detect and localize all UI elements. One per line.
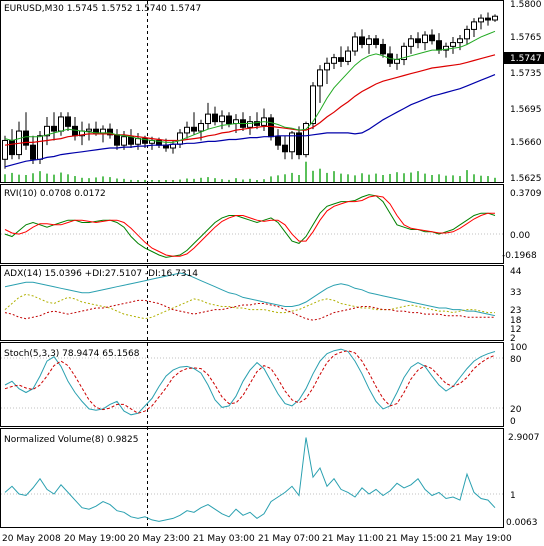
adx-label-18: 18	[510, 316, 522, 326]
ma-green-line	[4, 30, 496, 143]
candle	[219, 110, 225, 130]
volume-histogram	[4, 161, 496, 182]
candle	[282, 135, 288, 160]
candle	[191, 112, 197, 135]
candle	[359, 29, 365, 49]
normalized-volume-line	[4, 437, 496, 522]
time-label-1: 20 May 2008	[2, 534, 61, 544]
time-label-2: 20 May 19:00	[64, 534, 126, 544]
time-label-6: 21 May 11:00	[322, 534, 384, 544]
panes	[0, 0, 504, 528]
candle	[464, 25, 470, 45]
candle	[23, 112, 29, 150]
stoch-title: Stoch(5,3,3) 78.9474 65.1568	[4, 349, 140, 359]
time-label-5: 21 May 07:00	[258, 534, 320, 544]
rvi-title: RVI(10) 0.0708 0.0172	[4, 189, 106, 199]
price-label-1: 1.5800	[510, 0, 542, 10]
adx-line	[4, 272, 496, 317]
price-label-3: 1.5735	[510, 69, 542, 79]
candle	[380, 38, 386, 58]
candle	[443, 42, 449, 58]
adx-label-23: 23	[510, 306, 521, 316]
candle	[275, 129, 281, 150]
volume-title: Normalized Volume(8) 0.9825	[4, 435, 138, 445]
rvi-label-min: -0.1968	[502, 251, 537, 261]
stoch-label-100: 100	[510, 343, 527, 353]
candle	[478, 14, 484, 30]
volume-label-max: 2.9007	[508, 433, 540, 443]
price-label-5: 1.5660	[510, 138, 542, 148]
stoch-label-20: 20	[510, 405, 522, 415]
candle	[205, 102, 211, 130]
time-label-3: 20 May 23:00	[128, 534, 190, 544]
ma-blue-line	[4, 74, 496, 168]
volume-label-min: 0.0063	[506, 518, 538, 528]
time-label-4: 21 May 03:00	[193, 534, 255, 544]
volume-label-1: 1	[510, 491, 516, 501]
adx-pane[interactable]	[0, 265, 504, 341]
candle	[415, 32, 421, 49]
candle	[345, 46, 351, 66]
plus-di-line	[4, 293, 495, 320]
candle	[429, 29, 435, 45]
ma-red-line	[4, 54, 496, 146]
candle	[408, 35, 414, 54]
current-price-label: 1.5747	[510, 54, 542, 64]
candle	[65, 112, 71, 132]
candle	[373, 35, 379, 49]
minus-di-line	[4, 299, 495, 321]
adx-label-33: 33	[510, 288, 521, 298]
candle	[422, 31, 428, 51]
rvi-label-zero: 0.00	[510, 231, 530, 241]
candle	[303, 121, 309, 158]
candle	[184, 121, 190, 139]
candle	[352, 32, 358, 56]
main-title: EURUSD,M30 1.5745 1.5752 1.5740 1.5747	[4, 4, 201, 14]
adx-label-12: 12	[510, 325, 521, 335]
candle	[296, 126, 302, 160]
time-axis: 20 May 2008 20 May 19:00 20 May 23:00 21…	[2, 534, 512, 544]
candle	[51, 112, 57, 141]
current-price-marker	[504, 52, 544, 64]
candle	[317, 65, 323, 103]
adx-label-2: 2	[510, 334, 516, 344]
candle	[2, 135, 8, 169]
candle	[107, 123, 113, 139]
candle	[366, 35, 372, 54]
candle	[492, 14, 498, 22]
candle	[401, 42, 407, 66]
price-scale: 1.5800 1.5765 1.5735 1.5695 1.5660 1.562…	[510, 0, 542, 184]
rvi-pane[interactable]	[0, 184, 504, 264]
stoch-pane[interactable]	[0, 342, 504, 427]
stoch-label-0: 0	[510, 417, 516, 427]
candle	[471, 18, 477, 37]
rvi-signal-line	[4, 195, 495, 257]
price-label-4: 1.5695	[510, 105, 542, 115]
candle	[338, 46, 344, 68]
rvi-label-max: 0.3709	[510, 189, 542, 199]
candle	[247, 116, 253, 135]
time-label-7: 21 May 15:00	[386, 534, 448, 544]
stoch-main-line	[4, 348, 496, 416]
candle	[331, 53, 337, 69]
time-label-8: 21 May 19:00	[450, 534, 512, 544]
candle	[254, 112, 260, 130]
stoch-label-80: 80	[510, 355, 522, 365]
candle	[30, 135, 36, 164]
candle	[450, 36, 456, 54]
main-pane[interactable]	[0, 0, 504, 183]
price-label-6: 1.5625	[510, 174, 542, 184]
adx-label-44: 44	[510, 267, 522, 277]
candle	[212, 106, 218, 126]
rvi-main-line	[4, 194, 496, 258]
candle	[324, 57, 330, 84]
adx-title: ADX(14) 15.0396 +DI:27.5107 -DI:16.7314	[4, 269, 198, 279]
volume-pane[interactable]	[0, 428, 504, 528]
price-label-2: 1.5765	[510, 33, 542, 43]
candle	[485, 12, 491, 26]
